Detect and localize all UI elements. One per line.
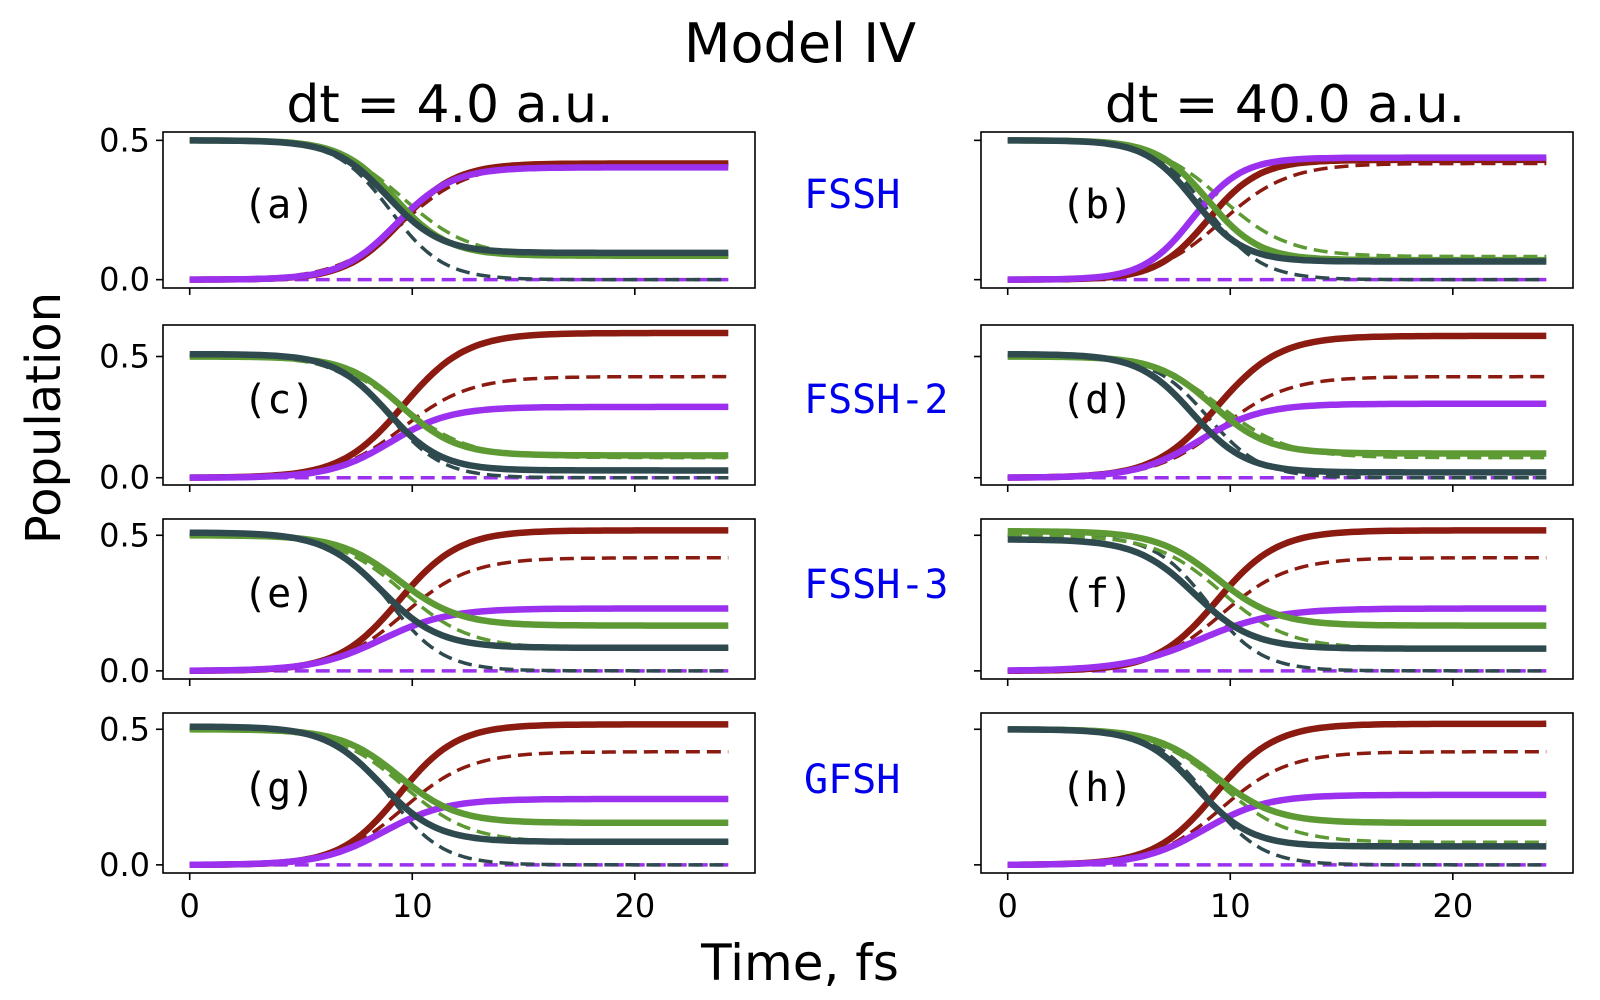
subplot-g: 0.0 0.5 0 10 20 (g) [99,710,756,925]
plot-frame [980,324,1574,486]
x-tick-label: 20 [614,887,655,925]
series-line-slate [189,529,729,652]
method-label-fssh-3: FSSH-3 [804,562,949,608]
panel-label: (a) [243,182,315,228]
y-tick-label: 0.0 [99,459,150,497]
series-line-slate [1007,726,1547,850]
series-line-purple [189,403,729,481]
plot-frame [980,518,1574,680]
plot-frame [162,131,756,289]
column-title-left: dt = 4.0 a.u. [286,75,613,135]
subplot-e: 0.0 0.5 (e) [99,516,756,690]
x-tick-label: 10 [392,887,433,925]
x-axis-label: Time, fs [700,934,899,992]
series-line-slate [189,723,729,846]
panel-label: (h) [1061,765,1133,811]
plot-frame [980,712,1574,874]
panel-label: (e) [243,571,315,617]
subplot-h: 0 10 20 (h) [974,712,1574,925]
y-tick-label: 0.5 [99,710,150,748]
subplot-grid: 0.00.5(a) (b)0.00.5(c) (d)0.00.5(e) (f)0.00… [99,121,1574,925]
x-tick-label: 10 [1210,887,1251,925]
y-tick-label: 0.0 [99,261,150,299]
series-line-purple [1007,154,1547,283]
reference-line-green [1007,533,1547,651]
method-label-fssh: FSSH [804,172,900,218]
series-line-green [1007,528,1547,629]
series-line-purple [1007,400,1547,481]
y-tick-label: 0.5 [99,516,150,554]
subplot-b: (b) [974,131,1574,295]
y-axis-label: Population [16,292,72,544]
method-label-fssh-2: FSSH-2 [804,377,949,423]
y-tick-label: 0.5 [99,338,150,376]
x-tick-label: 0 [998,887,1018,925]
subplot-d: (d) [974,324,1574,492]
y-tick-label: 0.0 [99,652,150,690]
panel-label: (c) [243,377,315,423]
series-line-slate [1007,137,1547,265]
plot-frame [162,518,756,680]
panel-label: (d) [1061,377,1133,423]
subplot-a: 0.0 0.5 (a) [99,121,756,299]
subplot-c: 0.0 0.5 (c) [99,324,756,497]
panel-label: (f) [1061,571,1133,617]
series-line-slate [189,350,729,474]
plot-frame [162,324,756,486]
figure-title: Model IV [684,12,916,75]
series-line-purple [1007,791,1547,868]
plot-frame [980,131,1574,289]
column-title-right: dt = 40.0 a.u. [1105,75,1465,135]
series-line-purple [189,164,729,283]
series-line-slate [189,137,729,257]
plot-frame [162,712,756,874]
y-tick-label: 0.5 [99,121,150,159]
y-tick-label: 0.0 [99,846,150,884]
panel-label: (g) [243,765,315,811]
panel-label: (b) [1061,182,1133,228]
series-line-slate [1007,350,1547,476]
x-tick-label: 20 [1432,887,1473,925]
x-tick-label: 0 [180,887,200,925]
series-line-purple [189,795,729,868]
subplot-f: (f) [974,518,1574,686]
series-line-slate [1007,536,1547,652]
method-label-gfsh: GFSH [804,757,900,803]
